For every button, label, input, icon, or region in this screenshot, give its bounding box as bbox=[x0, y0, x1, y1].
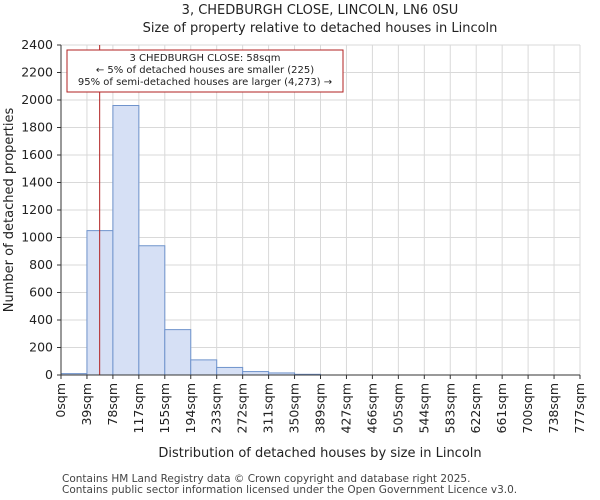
bar bbox=[138, 245, 166, 376]
x-tick-label: 505sqm bbox=[390, 383, 405, 433]
bar bbox=[216, 366, 244, 376]
y-tick-label: 1600 bbox=[21, 147, 53, 162]
bar bbox=[164, 329, 192, 376]
bars bbox=[60, 105, 321, 376]
y-ticks: 0 200 400 600 800 1000 1200 1400 1600 1800 2000 220… bbox=[21, 37, 61, 382]
y-tick-label: 2400 bbox=[21, 37, 53, 52]
bar bbox=[242, 371, 270, 376]
x-tick-label: 700sqm bbox=[520, 383, 535, 433]
y-tick-label: 2200 bbox=[21, 65, 53, 80]
x-tick-label: 78sqm bbox=[105, 383, 120, 426]
bar bbox=[112, 105, 140, 376]
chart-title: 3, CHEDBURGH CLOSE, LINCOLN, LN6 0SU bbox=[182, 3, 459, 18]
x-tick-label: 233sqm bbox=[209, 383, 224, 433]
x-tick-label: 777sqm bbox=[572, 383, 587, 433]
x-tick-label: 350sqm bbox=[287, 383, 302, 433]
y-tick-label: 600 bbox=[29, 285, 53, 300]
y-tick-label: 0 bbox=[45, 367, 53, 382]
x-tick-label: 544sqm bbox=[416, 383, 431, 433]
x-tick-label: 466sqm bbox=[364, 383, 379, 433]
x-tick-label: 39sqm bbox=[79, 383, 94, 426]
y-tick-label: 1200 bbox=[21, 202, 53, 217]
x-tick-label: 661sqm bbox=[494, 383, 509, 433]
x-axis-label: Distribution of detached houses by size … bbox=[158, 446, 481, 461]
y-tick-label: 1000 bbox=[21, 230, 53, 245]
bar bbox=[190, 359, 218, 376]
x-tick-label: 0sqm bbox=[53, 383, 68, 418]
y-tick-label: 400 bbox=[29, 312, 53, 327]
chart-subtitle: Size of property relative to detached ho… bbox=[143, 21, 498, 36]
x-tick-label: 622sqm bbox=[468, 383, 483, 433]
y-tick-label: 200 bbox=[29, 340, 53, 355]
y-tick-label: 800 bbox=[29, 257, 53, 272]
x-tick-label: 427sqm bbox=[338, 383, 353, 433]
annotation-line-3: 95% of semi-detached houses are larger (… bbox=[78, 77, 332, 88]
y-tick-label: 2000 bbox=[21, 92, 53, 107]
y-axis-label: Number of detached properties bbox=[2, 108, 17, 313]
annotation: 3 CHEDBURGH CLOSE: 58sqm ← 5% of detache… bbox=[66, 49, 344, 93]
x-tick-label: 272sqm bbox=[235, 383, 250, 433]
annotation-line-1: 3 CHEDBURGH CLOSE: 58sqm bbox=[130, 53, 281, 64]
y-tick-label: 1800 bbox=[21, 120, 53, 135]
annotation-line-2: ← 5% of detached houses are smaller (225… bbox=[96, 65, 314, 76]
x-tick-label: 738sqm bbox=[546, 383, 561, 433]
x-tick-label: 389sqm bbox=[313, 383, 328, 433]
footer-line-2: Contains public sector information licen… bbox=[62, 484, 518, 496]
x-ticks: 0sqm 39sqm 78sqm 117sqm 155sqm 194sqm 233sqm 27… bbox=[53, 375, 587, 433]
y-tick-label: 1400 bbox=[21, 175, 53, 190]
x-tick-label: 117sqm bbox=[131, 383, 146, 433]
footer-line-1: Contains HM Land Registry data © Crown c… bbox=[62, 473, 471, 485]
x-tick-label: 311sqm bbox=[261, 383, 276, 433]
x-tick-label: 155sqm bbox=[157, 383, 172, 433]
x-tick-label: 194sqm bbox=[183, 383, 198, 433]
annotation-box bbox=[66, 49, 344, 93]
x-tick-label: 583sqm bbox=[442, 383, 457, 433]
